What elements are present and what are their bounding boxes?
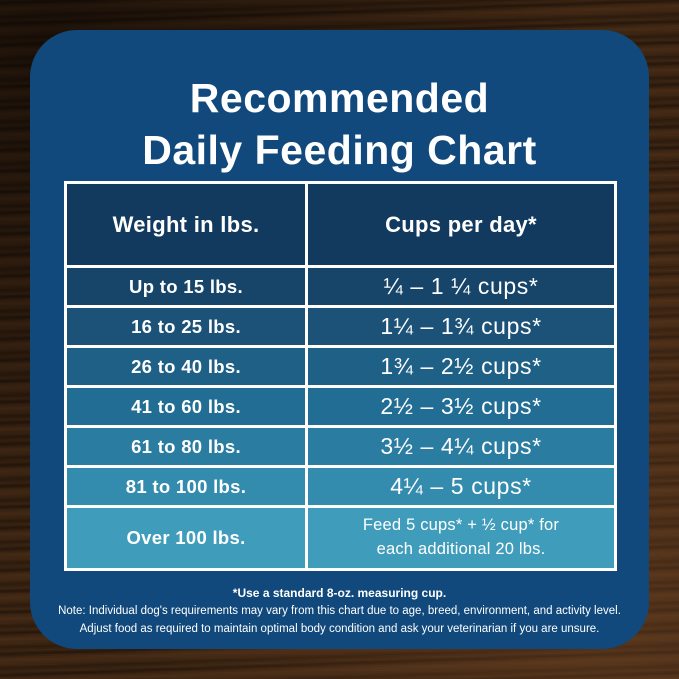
- cups-cell: 3½ – 4¼ cups*: [380, 433, 542, 459]
- cups-cell: 1¼ – 1¾ cups*: [380, 313, 542, 339]
- feeding-chart-card: Recommended Daily Feeding Chart Weight i…: [30, 30, 649, 649]
- table-row: 41 to 60 lbs. 2½ – 3½ cups*: [67, 385, 614, 425]
- page-title: Recommended Daily Feeding Chart: [30, 72, 649, 176]
- table-row: 81 to 100 lbs. 4¼ – 5 cups*: [67, 465, 614, 505]
- cups-cell: 4¼ – 5 cups*: [390, 473, 532, 499]
- weight-cell: 41 to 60 lbs.: [67, 388, 308, 425]
- weight-cell: 16 to 25 lbs.: [67, 308, 308, 345]
- weight-cell: Over 100 lbs.: [67, 508, 308, 568]
- feeding-table: Weight in lbs. Cups per day* Up to 15 lb…: [64, 181, 617, 571]
- column-header-weight: Weight in lbs.: [67, 184, 308, 265]
- footnote-adjust: Adjust food as required to maintain opti…: [79, 622, 600, 635]
- table-header-row: Weight in lbs. Cups per day*: [67, 184, 614, 265]
- page-title-line1: Recommended: [189, 75, 490, 121]
- table-row: 61 to 80 lbs. 3½ – 4¼ cups*: [67, 425, 614, 465]
- page-title-line2: Daily Feeding Chart: [142, 127, 537, 174]
- footnotes: *Use a standard 8-oz. measuring cup. Not…: [30, 586, 649, 639]
- table-row: 26 to 40 lbs. 1¾ – 2½ cups*: [67, 345, 614, 385]
- weight-cell: 61 to 80 lbs.: [67, 428, 308, 465]
- cups-cell: ¼ – 1 ¼ cups*: [383, 273, 539, 299]
- table-row: Up to 15 lbs. ¼ – 1 ¼ cups*: [67, 265, 614, 305]
- cups-cell: 1¾ – 2½ cups*: [380, 353, 542, 379]
- weight-cell: Up to 15 lbs.: [67, 268, 308, 305]
- weight-cell: 81 to 100 lbs.: [67, 468, 308, 505]
- column-header-cups: Cups per day*: [385, 211, 537, 237]
- weight-cell: 26 to 40 lbs.: [67, 348, 308, 385]
- table-row: 16 to 25 lbs. 1¼ – 1¾ cups*: [67, 305, 614, 345]
- cups-cell: Feed 5 cups* + ½ cup* for each additiona…: [362, 516, 560, 558]
- footnote-measuring-cup: *Use a standard 8-oz. measuring cup.: [232, 586, 447, 600]
- cups-cell: 2½ – 3½ cups*: [380, 393, 542, 419]
- table-row: Over 100 lbs. Feed 5 cups* + ½ cup* for …: [67, 505, 614, 568]
- footnote-note: Note: Individual dog's requirements may …: [58, 605, 621, 617]
